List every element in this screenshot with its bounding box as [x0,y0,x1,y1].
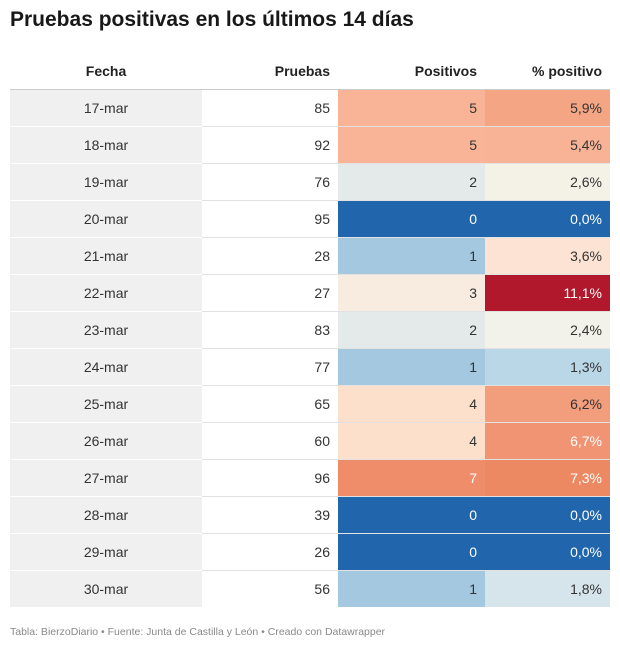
table-row: 24-mar 77 1 1,3% [10,348,610,386]
cell-fecha: 17-mar [10,89,202,127]
cell-pruebas: 27 [202,274,338,312]
cell-pruebas: 85 [202,89,338,127]
cell-fecha: 25-mar [10,385,202,423]
cell-positivos: 7 [338,459,485,497]
cell-pct-positivo: 0,0% [485,496,610,534]
cell-fecha: 20-mar [10,200,202,238]
table-row: 22-mar 27 3 11,1% [10,274,610,312]
cell-fecha: 18-mar [10,126,202,164]
cell-pruebas: 28 [202,237,338,275]
cell-pct-positivo: 5,9% [485,89,610,127]
table-header: Fecha Pruebas Positivos % positivo [10,53,610,90]
cell-pct-positivo: 6,2% [485,385,610,423]
cell-positivos: 0 [338,533,485,571]
table-row: 19-mar 76 2 2,6% [10,163,610,201]
cell-pct-positivo: 0,0% [485,200,610,238]
cell-fecha: 19-mar [10,163,202,201]
cell-positivos: 1 [338,237,485,275]
table-row: 28-mar 39 0 0,0% [10,496,610,534]
cell-pct-positivo: 1,3% [485,348,610,386]
cell-pruebas: 95 [202,200,338,238]
cell-pruebas: 77 [202,348,338,386]
header-row: Fecha Pruebas Positivos % positivo [10,53,610,90]
cell-fecha: 27-mar [10,459,202,497]
cell-pruebas: 39 [202,496,338,534]
positives-table: Fecha Pruebas Positivos % positivo 17-ma… [10,53,610,607]
cell-positivos: 2 [338,163,485,201]
cell-fecha: 22-mar [10,274,202,312]
cell-pct-positivo: 7,3% [485,459,610,497]
cell-positivos: 2 [338,311,485,349]
cell-pct-positivo: 2,4% [485,311,610,349]
cell-pruebas: 26 [202,533,338,571]
cell-fecha: 21-mar [10,237,202,275]
cell-pruebas: 83 [202,311,338,349]
table-row: 25-mar 65 4 6,2% [10,385,610,423]
column-header-pct-positivo[interactable]: % positivo [485,53,610,90]
cell-pct-positivo: 3,6% [485,237,610,275]
table-row: 18-mar 92 5 5,4% [10,126,610,164]
cell-positivos: 0 [338,496,485,534]
column-header-fecha[interactable]: Fecha [10,53,202,90]
cell-fecha: 28-mar [10,496,202,534]
table-row: 21-mar 28 1 3,6% [10,237,610,275]
source-footer: Tabla: BierzoDiario • Fuente: Junta de C… [10,626,386,638]
cell-positivos: 3 [338,274,485,312]
cell-positivos: 5 [338,126,485,164]
table-row: 29-mar 26 0 0,0% [10,533,610,571]
cell-positivos: 4 [338,422,485,460]
cell-pruebas: 56 [314,580,330,597]
table-row: 27-mar 96 7 7,3% [10,459,610,497]
cell-pruebas: 92 [202,126,338,164]
cell-fecha: 23-mar [10,311,202,349]
page-title: Pruebas positivas en los últimos 14 días [10,8,414,31]
cell-pct-positivo: 2,6% [485,163,610,201]
cell-fecha: 30-mar [10,570,202,607]
column-header-positivos[interactable]: Positivos [338,53,485,90]
cell-pruebas: 65 [202,385,338,423]
cell-pruebas: 60 [202,422,338,460]
column-header-pruebas[interactable]: Pruebas [202,53,338,90]
cell-positivos: 4 [338,385,485,423]
table-row: 26-mar 60 4 6,7% [10,422,610,460]
cell-positivos: 5 [338,89,485,127]
table-row: 20-mar 95 0 0,0% [10,200,610,238]
cell-pct-positivo: 11,1% [485,274,610,312]
cell-positivos: 0 [338,200,485,238]
cell-fecha: 24-mar [10,348,202,386]
cell-pct-positivo: 5,4% [485,126,610,164]
cell-pct-positivo: 6,7% [485,422,610,460]
cell-positivos: 1 [338,570,485,607]
cell-positivos: 1 [338,348,485,386]
table-body: 17-mar 85 5 5,9% 18-mar 92 5 5,4% 19-mar 76 2 2,6% 2… [10,89,610,607]
cell-pruebas: 76 [202,163,338,201]
cell-pct-positivo: 1,8% [485,570,610,607]
cell-fecha: 29-mar [10,533,202,571]
cell-pct-positivo: 0,0% [485,533,610,571]
table-row: 30-mar 56 1 1,8% [10,570,610,607]
table-row: 23-mar 83 2 2,4% [10,311,610,349]
cell-pruebas: 96 [202,459,338,497]
cell-fecha: 26-mar [10,422,202,460]
table-row: 17-mar 85 5 5,9% [10,89,610,127]
